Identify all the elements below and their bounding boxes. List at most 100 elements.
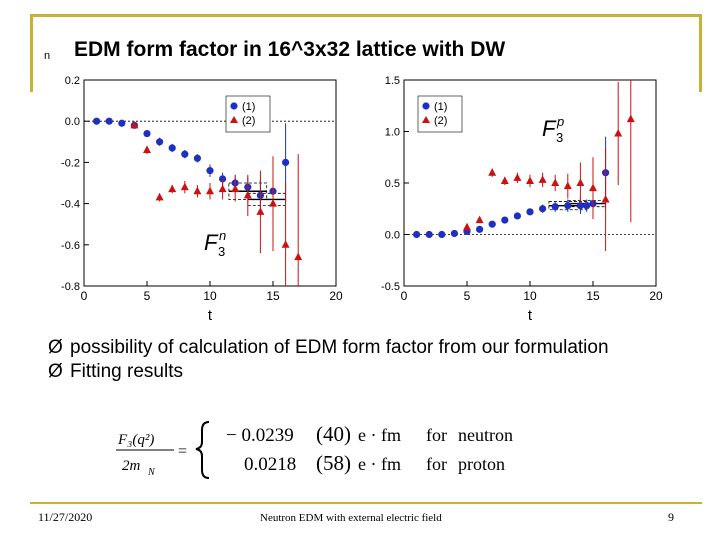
data-point-circle [425, 230, 433, 239]
data-point-triangle [218, 184, 227, 193]
data-point-triangle [168, 184, 177, 193]
data-point-triangle [281, 240, 290, 248]
formula-row1-target: neutron [458, 425, 513, 445]
data-point-circle [450, 229, 458, 238]
data-point-circle [501, 216, 509, 224]
data-point-triangle [538, 175, 547, 183]
legend-marker-circle [230, 102, 238, 110]
panel-label-main: F [542, 116, 557, 141]
data-point-circle [476, 225, 484, 233]
legend-label: (2) [242, 115, 255, 127]
y-tick-label: -0.5 [381, 281, 400, 293]
data-point-triangle [130, 120, 139, 129]
x-tick-label: 10 [203, 289, 217, 303]
formula-row2-value: 0.0218 [244, 454, 296, 475]
neutron-chart: 0.2 0.0 -0.2 -0.4 -0.6 -0.80 5 10 15 20 t (1) (2) F 3n [61, 75, 343, 324]
data-point-triangle [589, 183, 597, 192]
x-tick-label: 0 [81, 289, 88, 303]
x-tick-label: 15 [586, 289, 600, 303]
panel-label-sup: p [556, 114, 564, 129]
data-point-circle [282, 158, 290, 166]
x-tick-label: 0 [401, 289, 408, 303]
data-point-circle [583, 202, 591, 210]
data-point-triangle [475, 215, 484, 224]
data-point-circle [93, 117, 101, 125]
legend-box [417, 95, 463, 133]
y-tick-label: -0.6 [61, 240, 80, 252]
page-number: 9 [668, 510, 674, 524]
data-point-triangle [155, 192, 164, 201]
title-bullet-icon: n [44, 50, 51, 62]
data-point-circle [118, 119, 126, 127]
y-tick-label: 0.0 [385, 230, 400, 242]
legend-marker-circle [422, 102, 430, 110]
formula-row1-for: for [426, 425, 447, 445]
bullet-item: Ø possibility of calculation of EDM form… [48, 336, 670, 360]
formula-brace [195, 421, 210, 479]
data-point-triangle [576, 178, 585, 186]
data-point-triangle [256, 207, 265, 215]
formula-lhs-denominator: 2m [122, 458, 141, 474]
footer-title: Neutron EDM with external electric field [260, 512, 442, 524]
formula-equals: = [178, 443, 187, 460]
data-point-triangle [143, 145, 151, 154]
panel-label-sub: 3 [218, 244, 225, 259]
panel-label-sub: 3 [556, 130, 563, 145]
panel-label-sup: n [219, 228, 226, 243]
data-point-circle [193, 154, 201, 162]
formula-lhs-denominator-sub: N [147, 467, 156, 478]
bullet-text: possibility of calculation of EDM form f… [70, 337, 609, 358]
x-tick-label: 20 [649, 289, 663, 303]
bullet-text: Fitting results [70, 361, 183, 382]
y-tick-label: 0.0 [65, 116, 80, 128]
frame-left-line [30, 14, 33, 92]
data-point-circle [156, 138, 164, 146]
bullet-list: Ø possibility of calculation of EDM form… [48, 336, 670, 384]
data-point-triangle [500, 176, 509, 184]
x-tick-label: 10 [523, 289, 537, 303]
data-point-circle [539, 205, 547, 213]
formula-row1-value: − 0.0239 [226, 425, 294, 446]
data-point-triangle [269, 199, 277, 207]
y-tick-label: -0.2 [61, 157, 80, 169]
bullet-item: Ø Fitting results [48, 360, 670, 384]
legend-marker-triangle [422, 116, 430, 123]
data-point-triangle [601, 194, 610, 203]
y-tick-label: 1.0 [385, 127, 400, 139]
legend-label: (2) [434, 115, 447, 127]
data-point-circle [143, 129, 151, 138]
y-tick-label: -0.4 [61, 199, 80, 211]
formula-row2-error: (58) [316, 451, 351, 475]
data-point-triangle [243, 190, 252, 199]
data-point-triangle [231, 184, 240, 193]
x-axis-label: t [208, 307, 213, 324]
data-point-triangle [551, 178, 560, 186]
data-point-circle [168, 144, 176, 152]
fitting-formula: F₃(q²) 2m N = − 0.0239 (40) e · fm for n… [116, 421, 513, 479]
data-point-triangle [626, 114, 635, 123]
formula-lhs-numerator: F₃(q²) [117, 432, 154, 448]
legend-label: (1) [242, 101, 255, 113]
panel-label-main: F [204, 230, 219, 255]
y-tick-label: 0.5 [385, 178, 400, 190]
data-point-circle [105, 117, 113, 125]
y-tick-label: -0.8 [61, 281, 80, 293]
legend-box [225, 95, 271, 133]
formula-row1-error: (40) [316, 422, 351, 446]
y-tick-label: 1.5 [385, 75, 400, 87]
slide-title: EDM form factor in 16^3x32 lattice with … [74, 38, 506, 61]
x-tick-label: 5 [464, 289, 471, 303]
data-point-triangle [488, 168, 497, 176]
formula-row2-for: for [426, 454, 447, 474]
data-point-triangle [513, 173, 522, 181]
data-point-circle [551, 203, 559, 211]
data-point-circle [438, 230, 446, 239]
data-point-triangle [193, 186, 202, 195]
data-point-triangle [526, 176, 534, 184]
x-axis-label: t [528, 307, 533, 324]
y-tick-label: 0.2 [65, 75, 80, 87]
x-tick-label: 5 [144, 289, 151, 303]
data-point-circle [488, 220, 496, 228]
arrow-bullet-icon: Ø [48, 337, 63, 358]
data-point-circle [564, 202, 572, 210]
